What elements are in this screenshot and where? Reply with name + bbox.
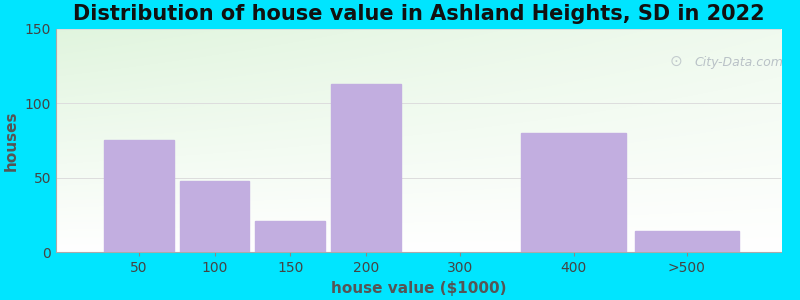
Bar [180,181,250,252]
Bar [634,231,739,252]
Bar [331,84,401,252]
Y-axis label: houses: houses [4,110,19,171]
Bar [255,221,325,252]
Bar [104,140,174,252]
Bar [522,133,626,252]
Text: ⊙: ⊙ [670,53,682,68]
X-axis label: house value ($1000): house value ($1000) [331,281,506,296]
Title: Distribution of house value in Ashland Heights, SD in 2022: Distribution of house value in Ashland H… [73,4,765,24]
Text: City-Data.com: City-Data.com [694,56,783,69]
